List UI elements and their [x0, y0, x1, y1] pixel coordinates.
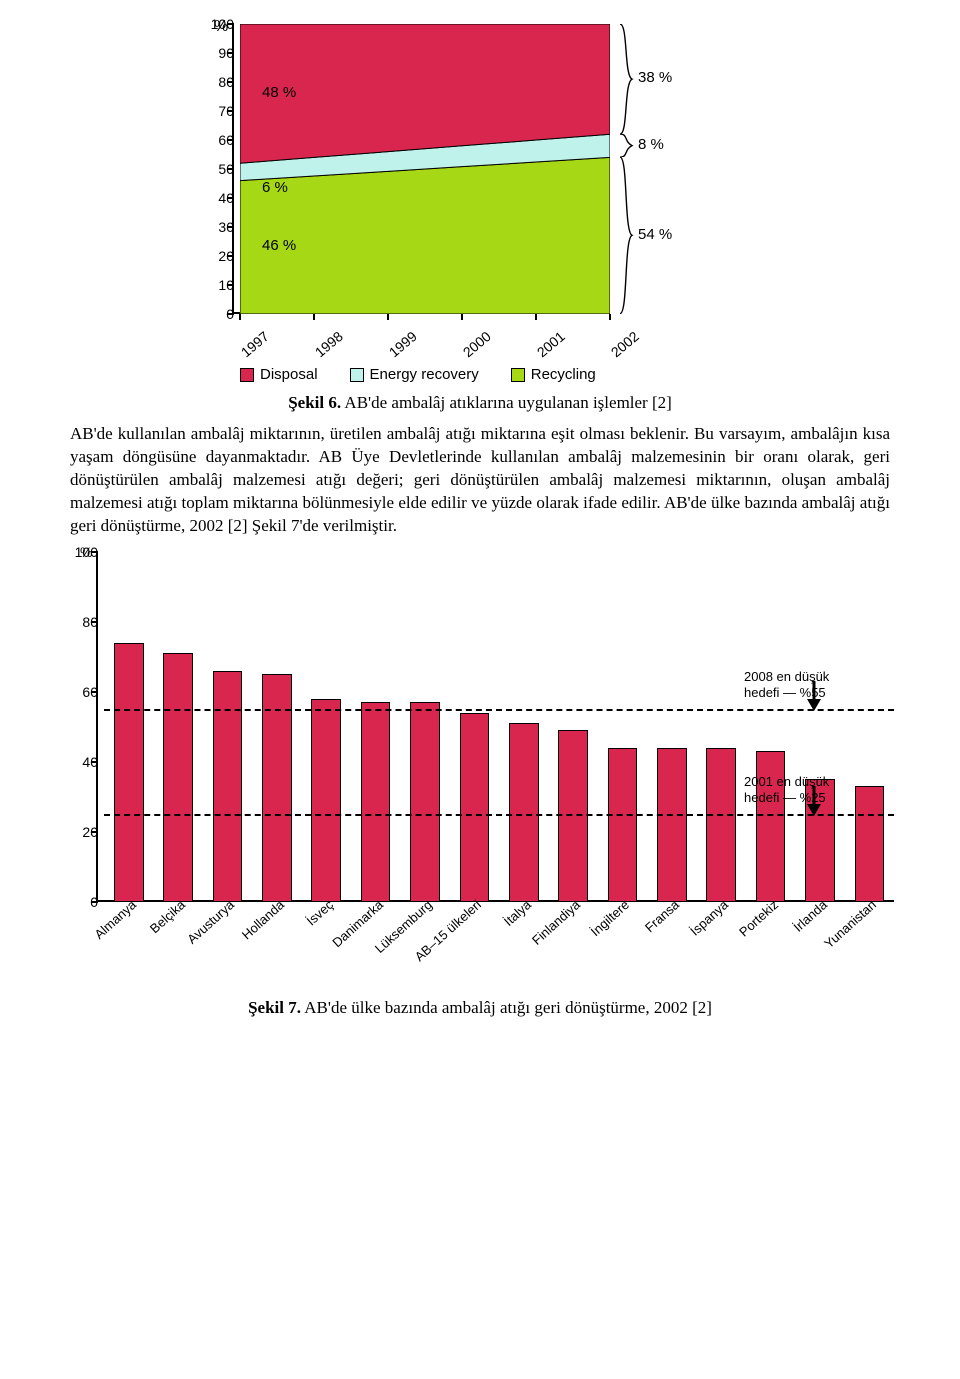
- chart1-x-tick-mark: [535, 314, 537, 320]
- chart2-y-tick-mark: [92, 761, 98, 763]
- chart2-bar-chart: % 020406080100AlmanyaBelçikaAvusturyaHol…: [60, 552, 910, 902]
- arrow-down-icon: [804, 786, 824, 816]
- caption-figure-7: Şekil 7. AB'de ülke bazında ambalâj atığ…: [60, 998, 900, 1018]
- chart2-bar: [855, 786, 885, 902]
- chart2-bar: [509, 723, 539, 902]
- chart2-y-tick-mark: [92, 551, 98, 553]
- chart1-x-tick-mark: [387, 314, 389, 320]
- chart1-x-tick-label: 1998: [312, 328, 346, 360]
- chart1-right-brace: 8 %: [618, 134, 636, 157]
- chart2-y-tick-mark: [92, 621, 98, 623]
- chart2-bar: [657, 748, 687, 902]
- body-paragraph: AB'de kullanılan ambalâj miktarının, üre…: [70, 423, 890, 538]
- chart1-y-tick-mark: [228, 23, 234, 25]
- page: % 01020304050607080901001997199819992000…: [0, 24, 960, 1058]
- chart2-bar: [163, 653, 193, 902]
- chart1-area-value-label: 48 %: [262, 84, 296, 101]
- chart1-right-value-label: 54 %: [638, 226, 672, 243]
- chart2-bar: [114, 643, 144, 902]
- chart1-x-tick-mark: [609, 314, 611, 320]
- chart1-y-tick-mark: [228, 226, 234, 228]
- chart1-y-tick-mark: [228, 197, 234, 199]
- chart1-x-tick-label: 1999: [386, 328, 420, 360]
- legend-label-recycling: Recycling: [531, 366, 596, 383]
- caption2-text: AB'de ülke bazında ambalâj atığı geri dö…: [304, 998, 712, 1017]
- chart1-x-tick-label: 2000: [460, 328, 494, 360]
- chart1-y-tick-mark: [228, 255, 234, 257]
- chart2-bar: [213, 671, 243, 902]
- legend-label-energy: Energy recovery: [370, 366, 479, 383]
- chart2-bar: [361, 702, 391, 902]
- chart2-bar: [608, 748, 638, 902]
- chart1-right-value-label: 8 %: [638, 136, 664, 153]
- chart2-plot-area: 020406080100AlmanyaBelçikaAvusturyaHolla…: [104, 552, 894, 902]
- caption-figure-6: Şekil 6. AB'de ambalâj atıklarına uygula…: [60, 393, 900, 413]
- caption2-figno: Şekil 7.: [248, 998, 301, 1017]
- chart2-y-tick-mark: [92, 691, 98, 693]
- chart1-right-brace: 54 %: [618, 157, 636, 314]
- chart1-x-tick-label: 2001: [534, 328, 568, 360]
- chart2-y-tick-mark: [92, 901, 98, 903]
- chart1-area-value-label: 6 %: [262, 179, 288, 196]
- caption1-figno: Şekil 6.: [288, 393, 341, 412]
- chart1-x-tick-label: 1997: [238, 328, 272, 360]
- chart2-y-tick-mark: [92, 831, 98, 833]
- chart1-right-brace: 38 %: [618, 24, 636, 134]
- chart1-right-value-label: 38 %: [638, 69, 672, 86]
- legend-energy: Energy recovery: [350, 366, 479, 383]
- chart1-y-tick-mark: [228, 139, 234, 141]
- chart2-target-line: [104, 814, 894, 816]
- caption1-text: AB'de ambalâj atıklarına uygulanan işlem…: [344, 393, 671, 412]
- legend-swatch-recycling: [511, 368, 525, 382]
- chart2-bar: [460, 713, 490, 902]
- legend-swatch-disposal: [240, 368, 254, 382]
- chart1-x-tick-mark: [313, 314, 315, 320]
- legend-disposal: Disposal: [240, 366, 318, 383]
- legend-label-disposal: Disposal: [260, 366, 318, 383]
- chart2-y-axis: [96, 552, 98, 902]
- chart1-plot-area: 0102030405060708090100199719981999200020…: [240, 24, 610, 314]
- chart1-y-tick-mark: [228, 313, 234, 315]
- chart2-target-line: [104, 709, 894, 711]
- chart1-x-tick-mark: [461, 314, 463, 320]
- chart1-y-tick-mark: [228, 284, 234, 286]
- chart1-legend: Disposal Energy recovery Recycling: [240, 366, 840, 383]
- chart1-y-tick-mark: [228, 52, 234, 54]
- chart1-y-tick-mark: [228, 110, 234, 112]
- chart1-area-value-label: 46 %: [262, 237, 296, 254]
- chart1-y-tick-mark: [228, 81, 234, 83]
- chart1-stacked-area: % 01020304050607080901001997199819992000…: [200, 24, 840, 383]
- chart2-bar: [706, 748, 736, 902]
- chart1-x-tick-mark: [239, 314, 241, 320]
- legend-swatch-energy: [350, 368, 364, 382]
- chart1-y-tick-mark: [228, 168, 234, 170]
- arrow-down-icon: [804, 681, 824, 711]
- chart2-bar: [311, 699, 341, 902]
- chart1-x-tick-label: 2002: [608, 328, 642, 360]
- chart1-area-svg: [240, 24, 610, 314]
- legend-recycling: Recycling: [511, 366, 596, 383]
- chart2-bar: [410, 702, 440, 902]
